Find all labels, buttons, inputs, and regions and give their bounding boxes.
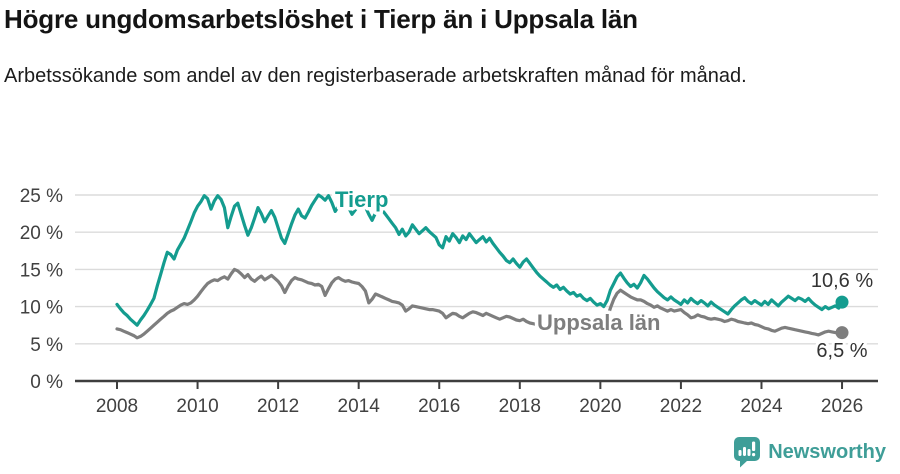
page-title: Högre ungdomsarbetslöshet i Tierp än i U…	[4, 4, 638, 34]
svg-text:2022: 2022	[660, 396, 702, 417]
svg-text:2008: 2008	[96, 396, 138, 417]
svg-text:5 %: 5 %	[30, 335, 63, 356]
svg-text:2020: 2020	[579, 396, 621, 417]
x-axis	[75, 379, 878, 389]
svg-text:6,5 %: 6,5 %	[816, 340, 867, 362]
svg-text:2018: 2018	[499, 396, 541, 417]
y-axis-labels: 0 % 5 % 10 % 15 % 20 % 25 %	[20, 186, 63, 393]
svg-text:0 %: 0 %	[30, 372, 63, 393]
svg-text:10 %: 10 %	[20, 298, 63, 319]
svg-text:2012: 2012	[257, 396, 299, 417]
chart-subtitle: Arbetssökande som andel av den registerb…	[4, 65, 747, 87]
svg-text:Tierp: Tierp	[335, 187, 388, 212]
svg-text:2010: 2010	[176, 396, 218, 417]
svg-text:20 %: 20 %	[20, 223, 63, 244]
svg-text:15 %: 15 %	[20, 260, 63, 281]
newsworthy-bars-icon	[734, 437, 761, 468]
series-line-tierp	[115, 193, 844, 327]
svg-text:2016: 2016	[418, 396, 460, 417]
y-gridlines	[75, 194, 878, 345]
series-line-uppsala	[115, 267, 844, 340]
svg-text:10,6 %: 10,6 %	[811, 270, 873, 292]
x-axis-labels: 2008 2010 2012 2014 2016 2018 2020 2022 2024 2026	[96, 396, 863, 417]
svg-text:Uppsala län: Uppsala län	[537, 310, 660, 335]
svg-text:2014: 2014	[338, 396, 381, 417]
newsworthy-wordmark: Newsworthy	[768, 440, 886, 463]
series-end-labels: 10,6 % 6,5 %	[808, 267, 876, 365]
series-end-dots	[835, 295, 849, 340]
svg-text:2024: 2024	[740, 396, 783, 417]
svg-text:2026: 2026	[821, 396, 863, 417]
series-inline-labels: Tierp Uppsala län	[332, 184, 664, 339]
svg-text:25 %: 25 %	[20, 186, 63, 207]
newsworthy-logo: Newsworthy	[733, 436, 886, 468]
